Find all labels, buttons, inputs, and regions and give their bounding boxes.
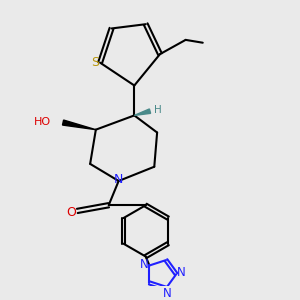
Text: HO: HO (34, 117, 51, 127)
Text: N: N (114, 173, 123, 186)
Polygon shape (62, 120, 96, 130)
Text: N: N (177, 266, 186, 279)
Text: H: H (154, 105, 162, 115)
Polygon shape (134, 109, 151, 116)
Text: S: S (91, 56, 99, 69)
Text: N: N (163, 287, 172, 300)
Text: O: O (66, 206, 76, 219)
Text: N: N (140, 258, 149, 271)
